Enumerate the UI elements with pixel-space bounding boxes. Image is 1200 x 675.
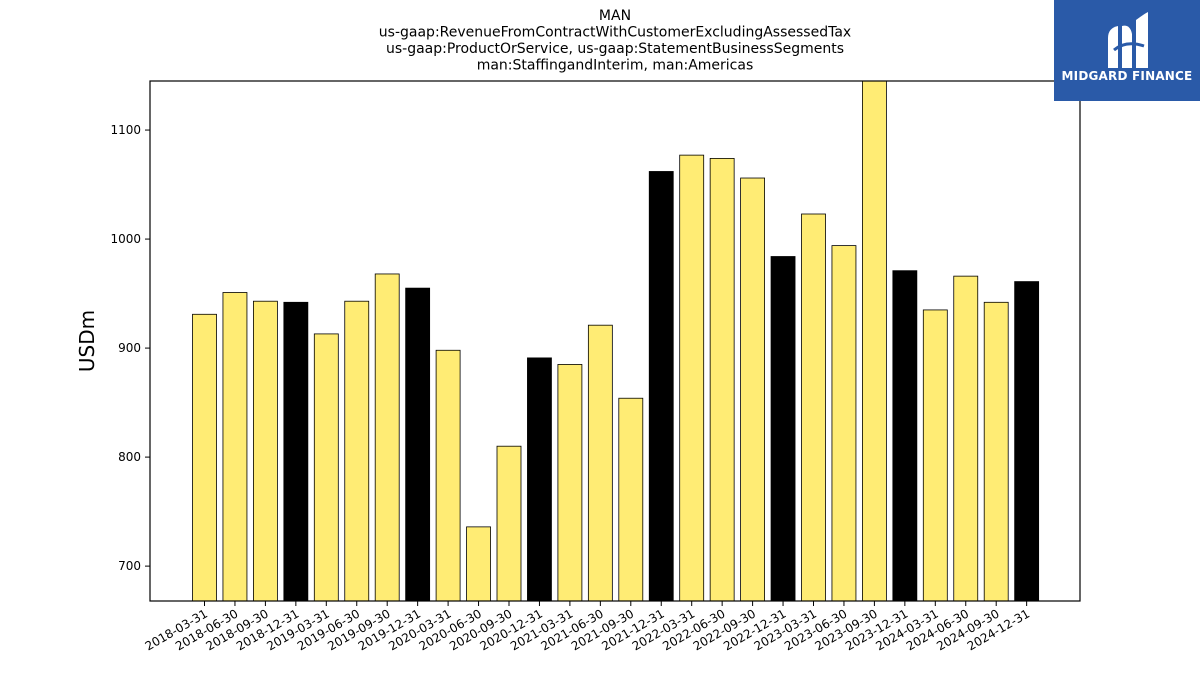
logo-text: MIDGARD FINANCE: [1061, 69, 1193, 83]
bar-2020-03-31: [435, 349, 461, 602]
bar-2020-09-30: [496, 445, 522, 602]
plot-frame: [149, 80, 1081, 602]
midgard-finance-logo: MIDGARD FINANCE: [1054, 0, 1200, 101]
y-tick-label: 1000: [110, 232, 141, 246]
title-line: man:StaffingandInterim, man:Americas: [477, 58, 754, 74]
bar-2019-09-30: [374, 273, 400, 602]
chart-title: MANus-gaap:RevenueFromContractWithCustom…: [379, 8, 851, 74]
bar-2021-06-30: [587, 324, 613, 602]
bar-2022-03-31: [679, 154, 705, 602]
x-axis: 2018-03-312018-06-302018-09-302018-12-31…: [143, 601, 1032, 653]
y-axis-label: USDm: [75, 310, 99, 372]
bar-2022-06-30: [709, 157, 735, 602]
title-line: MAN: [599, 8, 631, 24]
title-line: us-gaap:RevenueFromContractWithCustomerE…: [379, 25, 851, 41]
bar-2019-12-31: [405, 287, 431, 602]
y-tick-label: 800: [118, 450, 141, 464]
y-axis: 700 800 900 1000 1100: [110, 123, 150, 573]
y-tick-label: 900: [118, 341, 141, 355]
y-tick-label: 1100: [110, 123, 141, 137]
bar-2018-06-30: [222, 292, 248, 602]
bar-2019-03-31: [313, 333, 339, 602]
bar-2021-12-31: [648, 171, 674, 602]
title-line: us-gaap:ProductOrService, us-gaap:Statem…: [386, 41, 844, 57]
y-tick-label: 700: [118, 559, 141, 573]
bar-2020-06-30: [466, 526, 491, 602]
bar-2024-06-30: [953, 275, 979, 602]
bar-2021-09-30: [618, 397, 644, 602]
bars-group: [192, 80, 1040, 602]
bar-2023-03-31: [801, 213, 826, 602]
bar-2018-09-30: [252, 300, 278, 602]
bar-2023-12-31: [892, 270, 918, 602]
bar-2022-09-30: [740, 177, 765, 602]
bar-2024-12-31: [1014, 281, 1040, 602]
bar-2018-03-31: [192, 313, 217, 602]
bar-2023-09-30: [862, 80, 887, 602]
bar-2021-03-31: [557, 364, 583, 602]
bar-2024-03-31: [922, 309, 948, 602]
bar-2018-12-31: [283, 301, 309, 602]
bar-2022-12-31: [770, 256, 796, 602]
bar-2023-06-30: [831, 245, 857, 602]
bar-2019-06-30: [344, 300, 370, 602]
bar-2020-12-31: [527, 357, 552, 602]
midgard-logo-icon: [1108, 12, 1148, 68]
bar-2024-09-30: [983, 301, 1009, 602]
